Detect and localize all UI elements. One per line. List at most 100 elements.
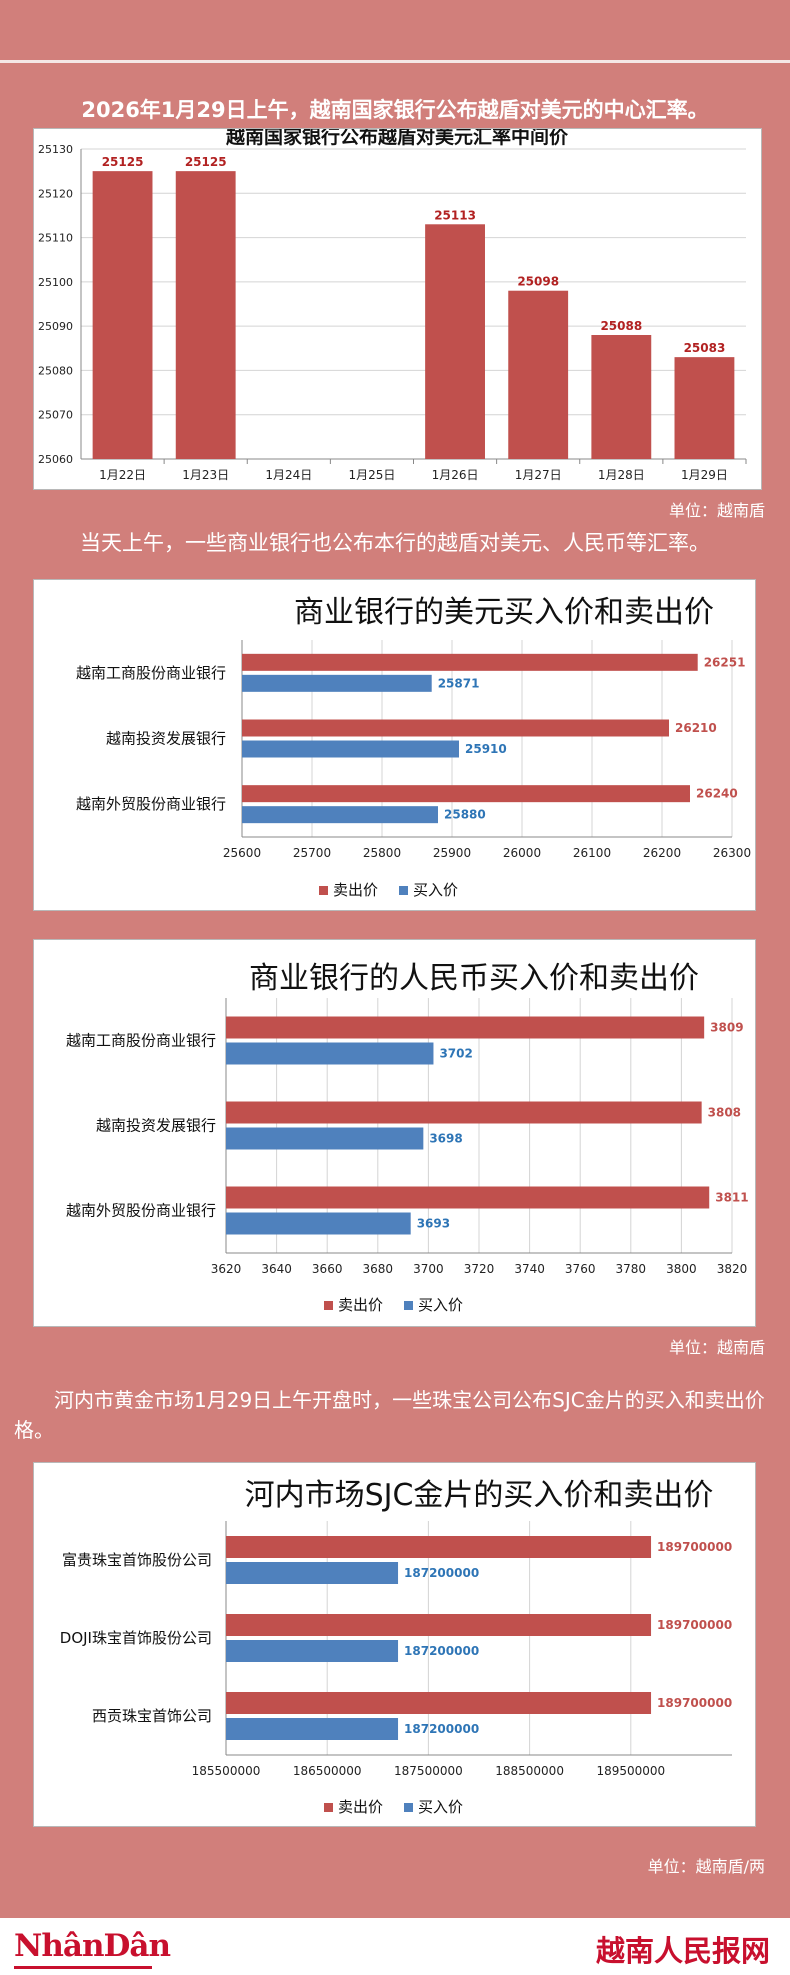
intro-text-2: 当天上午，一些商业银行也公布本行的越盾对美元、人民币等汇率。 (80, 531, 710, 555)
nhandan-logo[interactable]: NhânDân (14, 1928, 171, 1964)
x-tick-label: 1月29日 (681, 468, 728, 482)
unit-label-2: 单位：越南盾 (668, 1338, 765, 1357)
category-label: 西贡珠宝首饰公司 (92, 1707, 212, 1725)
buy-bar (226, 1042, 434, 1065)
bar (591, 335, 652, 459)
buy-data-label: 3693 (417, 1217, 450, 1231)
chart-gold-buy-sell: 河内市场SJC金片的买入价和卖出价 185500000 186500000 18750… (60, 1478, 732, 1816)
x-tick-label: 26300 (713, 846, 751, 860)
buy-bar (226, 1127, 424, 1150)
unit-label-1: 单位：越南盾 (668, 501, 765, 520)
buy-data-label: 3702 (439, 1047, 472, 1061)
legend-sell-label: 卖出价 (338, 1296, 383, 1314)
x-tick-label: 3620 (211, 1262, 242, 1276)
buy-data-label: 25880 (444, 808, 486, 822)
sell-bar (242, 719, 669, 737)
buy-bar (226, 1640, 399, 1662)
buy-data-label: 187200000 (404, 1722, 479, 1736)
x-tick-label: 3820 (717, 1262, 748, 1276)
y-tick-label: 25090 (38, 320, 73, 333)
chart-panel-gold: 河内市场SJC金片的买入价和卖出价 185500000 186500000 18750… (33, 1462, 756, 1827)
x-tick-label: 1月26日 (432, 468, 479, 482)
x-tick-label: 25800 (363, 846, 401, 860)
buy-data-label: 25871 (438, 676, 480, 690)
x-tick-label: 3700 (413, 1262, 444, 1276)
x-tick-label: 189500000 (596, 1764, 665, 1778)
top-banner (0, 0, 790, 60)
chart-usd-buy-sell: 商业银行的美元买入价和卖出价 25600 25700 25800 25900 26000 2… (76, 595, 751, 899)
buy-data-label: 187200000 (404, 1644, 479, 1658)
buy-bar (226, 1562, 399, 1584)
buy-bar (226, 1212, 411, 1235)
footer: NhânDân 越南人民报网 (0, 1918, 790, 1975)
y-tick-label: 25080 (38, 364, 73, 377)
category-label: 越南投资发展银行 (96, 1117, 216, 1135)
x-tick-label: 25700 (293, 846, 331, 860)
y-tick-label: 25130 (38, 143, 73, 156)
x-tick-label: 26200 (643, 846, 681, 860)
data-label: 25083 (684, 341, 726, 355)
y-tick-label: 25060 (38, 453, 73, 466)
unit-label-3: 单位：越南盾/两 (647, 1857, 765, 1876)
legend-buy-swatch (404, 1301, 413, 1310)
bar (674, 357, 735, 459)
x-tick-label: 186500000 (293, 1764, 362, 1778)
sell-bar (226, 1614, 652, 1636)
bar (92, 171, 153, 459)
chart-title: 商业银行的人民币买入价和卖出价 (249, 961, 699, 996)
x-tick-label: 3660 (312, 1262, 343, 1276)
x-tick-label: 185500000 (192, 1764, 261, 1778)
logo-underline (14, 1966, 152, 1969)
legend-buy-swatch (399, 886, 408, 895)
x-tick-label: 26100 (573, 846, 611, 860)
x-tick-label: 3740 (514, 1262, 545, 1276)
x-tick-label: 3640 (261, 1262, 292, 1276)
buy-bar (242, 806, 438, 824)
x-tick-label: 25900 (433, 846, 471, 860)
top-divider (0, 60, 790, 63)
data-label: 25088 (600, 319, 642, 333)
buy-bar (242, 674, 432, 692)
y-tick-label: 25120 (38, 187, 73, 200)
category-label: 越南工商股份商业银行 (76, 664, 226, 682)
sell-data-label: 3811 (715, 1191, 748, 1205)
x-tick-label: 1月25日 (348, 468, 395, 482)
category-label: 越南工商股份商业银行 (66, 1032, 216, 1050)
sell-data-label: 189700000 (657, 1618, 732, 1632)
sell-bar (226, 1016, 705, 1039)
buy-data-label: 25910 (465, 742, 507, 756)
legend-sell-label: 卖出价 (333, 881, 378, 899)
y-tick-label: 25070 (38, 409, 73, 422)
x-tick-label: 1月27日 (515, 468, 562, 482)
sell-data-label: 26240 (696, 787, 738, 801)
data-label: 25125 (102, 155, 144, 169)
buy-data-label: 187200000 (404, 1566, 479, 1580)
chart-title: 河内市场SJC金片的买入价和卖出价 (245, 1478, 714, 1513)
category-label: 越南外贸股份商业银行 (76, 795, 226, 813)
category-label: 富贵珠宝首饰股份公司 (62, 1551, 212, 1569)
x-tick-label: 187500000 (394, 1764, 463, 1778)
legend-buy-swatch (404, 1803, 413, 1812)
chart-title: 商业银行的美元买入价和卖出价 (294, 595, 714, 630)
site-name[interactable]: 越南人民报网 (595, 1934, 770, 1968)
chart-panel-cny: 商业银行的人民币买入价和卖出价 3620 3640 3660 3680 3700 3720 3… (33, 939, 756, 1327)
legend-sell-label: 卖出价 (338, 1798, 383, 1816)
x-tick-label: 188500000 (495, 1764, 564, 1778)
y-tick-label: 25110 (38, 232, 73, 245)
data-label: 25113 (434, 208, 476, 222)
x-tick-label: 1月28日 (598, 468, 645, 482)
sell-bar (226, 1186, 710, 1209)
legend-sell-swatch (324, 1301, 333, 1310)
x-tick-label: 1月23日 (182, 468, 229, 482)
sell-bar (226, 1536, 652, 1558)
sell-data-label: 26251 (704, 655, 746, 669)
x-tick-label: 3780 (616, 1262, 647, 1276)
chart-panel-usd: 商业银行的美元买入价和卖出价 25600 25700 25800 25900 26000 2… (33, 579, 756, 911)
buy-bar (226, 1718, 399, 1740)
sell-data-label: 3809 (710, 1021, 743, 1035)
chart-panel-central-rate: 越南国家银行公布越盾对美元汇率中间价 25060 25070 25080 25090 25… (33, 125, 762, 490)
chart-cny-buy-sell: 商业银行的人民币买入价和卖出价 3620 3640 3660 3680 3700 3720 3… (66, 961, 749, 1314)
data-label: 25125 (185, 155, 227, 169)
bar (175, 171, 236, 459)
category-label: 越南外贸股份商业银行 (66, 1202, 216, 1220)
